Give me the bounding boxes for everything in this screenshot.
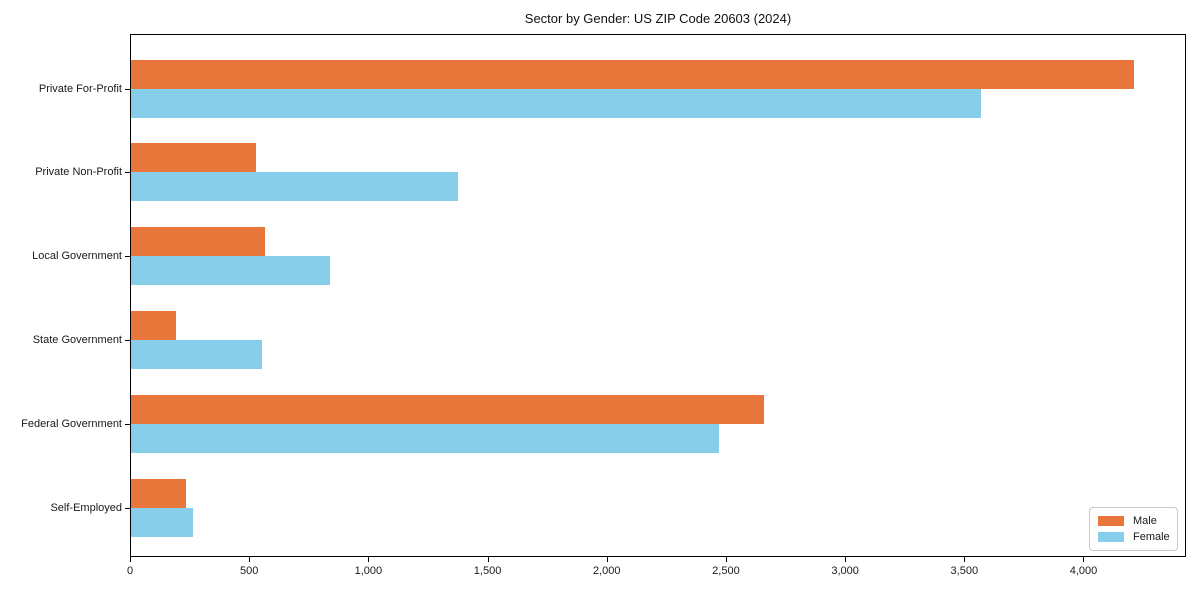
legend-label-male: Male	[1133, 515, 1157, 527]
y-tick-label-private-for-profit: Private For-Profit	[38, 82, 122, 95]
bar-female-self-employed	[131, 507, 194, 537]
legend: Male Female	[1089, 507, 1178, 551]
x-tick-500	[249, 557, 251, 562]
legend-item-female: Female	[1098, 531, 1177, 543]
x-tick-label-3500: 3,500	[950, 565, 979, 577]
x-tick-3000	[845, 557, 847, 562]
bar-male-federal-government	[131, 394, 765, 424]
legend-swatch-male	[1098, 516, 1124, 526]
y-tick-self-employed	[125, 507, 130, 509]
bar-female-federal-government	[131, 423, 719, 453]
bar-male-private-for-profit	[131, 59, 1134, 89]
bar-female-local-government	[131, 256, 331, 286]
y-tick-label-state-government: State Government	[32, 334, 122, 346]
x-tick-label-500: 500	[239, 565, 259, 577]
x-tick-label-0: 0	[126, 565, 134, 577]
bar-female-state-government	[131, 340, 263, 369]
legend-label-female: Female	[1133, 531, 1170, 543]
bar-male-state-government	[131, 311, 177, 340]
legend-swatch-female	[1098, 532, 1124, 542]
x-tick-0	[130, 557, 131, 562]
bar-male-local-government	[131, 227, 265, 257]
bar-female-private-non-profit	[131, 172, 458, 202]
y-tick-label-private-non-profit: Private Non-Profit	[35, 166, 122, 179]
x-tick-label-1000: 1,000	[354, 565, 383, 577]
x-tick-4000	[1083, 557, 1085, 562]
x-tick-label-2500: 2,500	[712, 565, 740, 577]
bar-female-private-for-profit	[131, 88, 981, 118]
x-tick-2500	[725, 557, 727, 562]
y-tick-local-government	[125, 256, 130, 258]
x-tick-label-2000: 2,000	[592, 565, 621, 577]
x-tick-1500	[487, 557, 489, 562]
y-tick-label-local-government: Local Government	[32, 250, 122, 263]
x-tick-3500	[964, 557, 966, 562]
y-tick-label-federal-government: Federal Government	[21, 417, 122, 430]
chart-title: Sector by Gender: US ZIP Code 20603 (202…	[524, 11, 792, 26]
y-tick-federal-government	[125, 423, 130, 425]
plot-area	[130, 34, 1186, 557]
x-tick-label-3000: 3,000	[831, 565, 859, 577]
y-tick-label-self-employed: Self-Employed	[50, 501, 122, 514]
y-tick-state-government	[125, 340, 130, 341]
x-tick-label-4000: 4,000	[1069, 565, 1098, 577]
bar-male-private-non-profit	[131, 143, 257, 173]
y-tick-private-non-profit	[125, 172, 130, 174]
x-tick-1000	[368, 557, 370, 562]
x-tick-label-1500: 1,500	[473, 565, 502, 577]
y-tick-private-for-profit	[125, 88, 130, 90]
x-tick-2000	[606, 557, 608, 562]
bar-male-self-employed	[131, 478, 187, 508]
legend-item-male: Male	[1098, 515, 1177, 527]
